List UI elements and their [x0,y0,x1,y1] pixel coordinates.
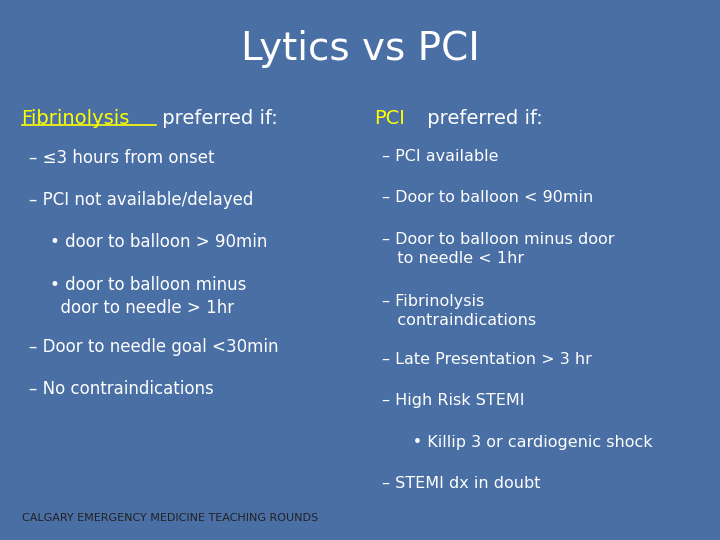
Text: – PCI available: – PCI available [382,149,498,164]
Text: – Late Presentation > 3 hr: – Late Presentation > 3 hr [382,352,591,367]
Text: Fibrinolysis: Fibrinolysis [22,109,130,129]
Text: – High Risk STEMI: – High Risk STEMI [382,394,524,408]
Text: • door to balloon minus
      door to needle > 1hr: • door to balloon minus door to needle >… [29,276,246,316]
Text: – ≤3 hours from onset: – ≤3 hours from onset [29,149,215,167]
Text: – STEMI dx in doubt: – STEMI dx in doubt [382,476,540,491]
Text: Lytics vs PCI: Lytics vs PCI [240,30,480,68]
Text: – No contraindications: – No contraindications [29,380,214,398]
Text: preferred if:: preferred if: [156,109,277,129]
Text: – Door to needle goal <30min: – Door to needle goal <30min [29,338,279,356]
Text: – Door to balloon minus door
   to needle < 1hr: – Door to balloon minus door to needle <… [382,232,614,266]
Text: – Fibrinolysis
   contraindications: – Fibrinolysis contraindications [382,294,536,328]
Text: preferred if:: preferred if: [421,109,543,129]
Text: – PCI not available/delayed: – PCI not available/delayed [29,191,253,210]
Text: – Door to balloon < 90min: – Door to balloon < 90min [382,190,593,205]
Text: • door to balloon > 90min: • door to balloon > 90min [29,233,267,252]
Text: CALGARY EMERGENCY MEDICINE TEACHING ROUNDS: CALGARY EMERGENCY MEDICINE TEACHING ROUN… [22,514,318,523]
Text: PCI: PCI [374,109,405,129]
Text: • Killip 3 or cardiogenic shock: • Killip 3 or cardiogenic shock [382,435,652,450]
